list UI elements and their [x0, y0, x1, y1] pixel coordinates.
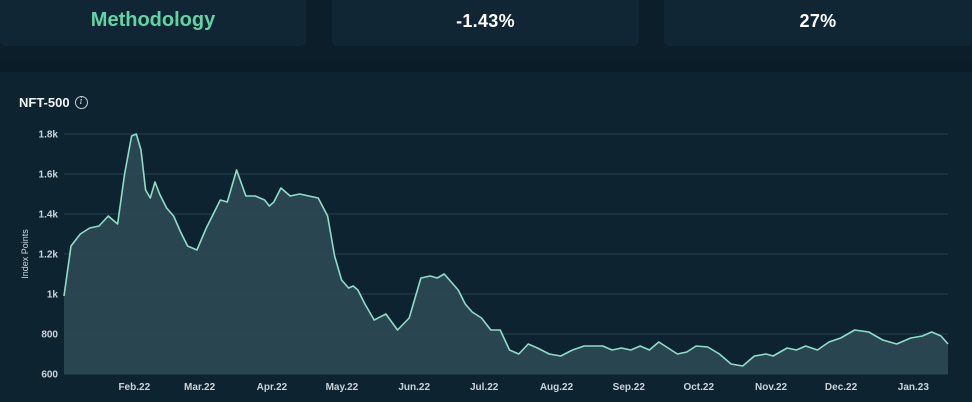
y-axis-title: Index Points	[20, 229, 30, 279]
change-24h-card: -1.43%	[332, 0, 639, 46]
methodology-link[interactable]: Methodology	[90, 9, 216, 31]
x-tick-label: Apr.22	[257, 382, 288, 393]
y-tick-label: 1.6k	[39, 170, 59, 181]
chart-title: NFT-500 i	[19, 95, 88, 110]
x-tick-label: Dec.22	[825, 382, 858, 393]
change-24h-value: -1.43%	[456, 11, 515, 31]
chart-title-text: NFT-500	[19, 95, 70, 110]
y-tick-label: 1.4k	[39, 210, 59, 221]
y-tick-label: 1k	[47, 290, 59, 301]
x-tick-label: Mar.22	[184, 382, 216, 393]
y-tick-label: 800	[41, 330, 58, 341]
x-tick-label: Feb.22	[118, 382, 150, 393]
x-tick-label: Jan.23	[898, 382, 930, 393]
y-tick-label: 1.2k	[39, 250, 59, 261]
x-tick-label: Jun.22	[398, 382, 430, 393]
series-area	[64, 134, 948, 374]
x-tick-label: Oct.22	[683, 382, 714, 393]
series-line	[63, 133, 949, 367]
x-tick-label: May.22	[326, 382, 359, 393]
x-tick-label: Sep.22	[613, 382, 646, 393]
x-tick-label: Nov.22	[755, 382, 787, 393]
y-tick-label: 600	[41, 370, 58, 381]
change-1y-value: 27%	[799, 11, 837, 31]
info-icon[interactable]: i	[74, 96, 88, 109]
y-tick-label: 1.8k	[39, 130, 59, 141]
x-tick-label: Jul.22	[470, 382, 499, 393]
change-1y-card: 27%	[664, 0, 972, 46]
x-tick-label: Aug.22	[540, 382, 574, 393]
methodology-card: Methodology	[0, 0, 306, 46]
